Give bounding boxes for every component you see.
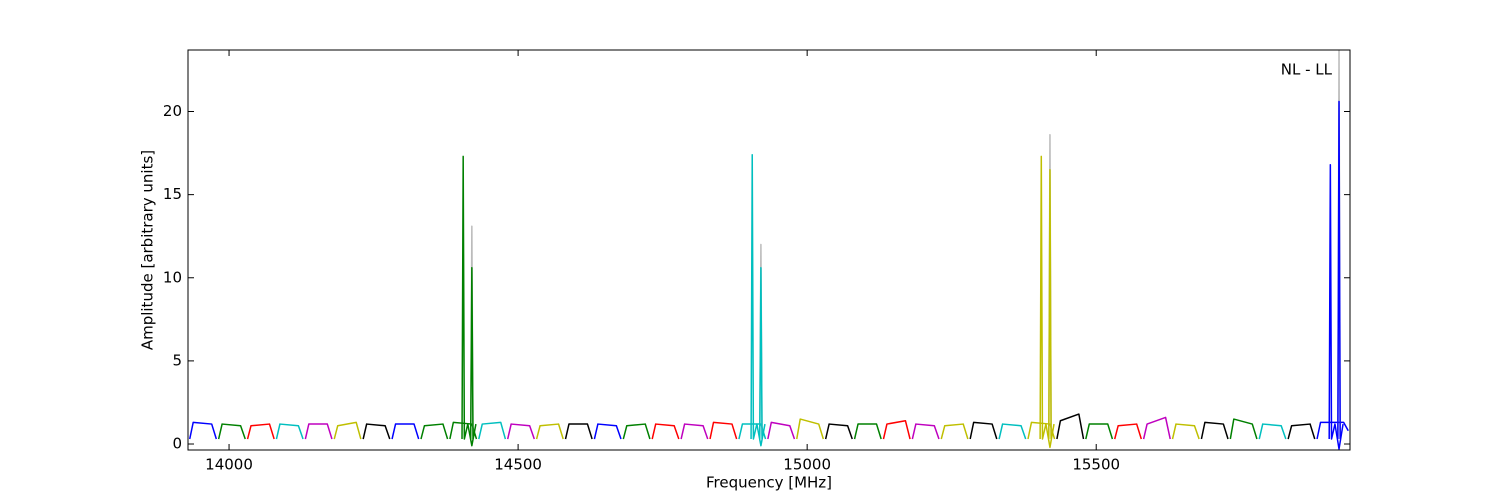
- series-line: [940, 423, 969, 440]
- series-line: [275, 423, 304, 440]
- series-line: [1328, 163, 1344, 450]
- series-line: [593, 423, 622, 440]
- series-line: [824, 423, 853, 440]
- series-line: [1229, 418, 1258, 440]
- series-line: [1085, 423, 1114, 440]
- series-line: [304, 423, 333, 440]
- x-tick-label: 15000: [783, 456, 831, 474]
- series-line: [391, 423, 420, 440]
- plot-area: [188, 50, 1349, 450]
- series-line: [911, 423, 940, 440]
- series-line: [188, 421, 218, 440]
- x-tick-label: 14000: [205, 456, 253, 474]
- y-tick-label: 0: [172, 435, 182, 453]
- series-line: [1287, 423, 1316, 440]
- series-line: [1048, 168, 1052, 440]
- series-line: [767, 421, 796, 440]
- series-line: [750, 153, 766, 447]
- y-tick-label: 5: [172, 351, 182, 369]
- series-line: [1113, 423, 1143, 440]
- x-tick-label: 14500: [494, 456, 542, 474]
- series-line: [651, 423, 680, 440]
- y-axis-label: Amplitude [arbitrary units]: [139, 150, 157, 350]
- y-tick-label: 15: [163, 185, 182, 203]
- annotation: NL - LL: [1281, 61, 1333, 79]
- series-line: [564, 423, 593, 440]
- series-line: [1056, 413, 1085, 440]
- series-line: [969, 421, 998, 440]
- series-line: [759, 267, 763, 440]
- series-line: [1337, 100, 1341, 440]
- series-line: [853, 423, 882, 440]
- x-tick-label: 15500: [1072, 456, 1120, 474]
- series-line: [478, 421, 507, 440]
- series-line: [709, 421, 738, 440]
- series-line: [882, 419, 911, 440]
- series-line: [333, 421, 362, 440]
- series-line: [1171, 423, 1200, 440]
- y-tick-label: 20: [163, 102, 182, 120]
- series-line: [461, 155, 477, 447]
- series-line: [362, 423, 391, 440]
- series-line: [680, 423, 709, 440]
- series-line: [622, 423, 651, 440]
- series-line: [420, 423, 449, 440]
- series-line: [796, 418, 825, 440]
- series-line: [246, 423, 275, 440]
- x-axis-label: Frequency [MHz]: [706, 474, 832, 492]
- axes-frame: [187, 49, 1351, 451]
- series-line: [535, 423, 564, 440]
- series-line: [469, 267, 474, 440]
- series-line: [998, 423, 1027, 440]
- series-line: [1258, 423, 1287, 440]
- series-line: [506, 423, 535, 440]
- y-tick-label: 10: [163, 268, 182, 286]
- series-line: [1200, 421, 1229, 440]
- series-line: [1039, 155, 1055, 449]
- series-line: [217, 423, 246, 440]
- series-line: [1142, 416, 1171, 440]
